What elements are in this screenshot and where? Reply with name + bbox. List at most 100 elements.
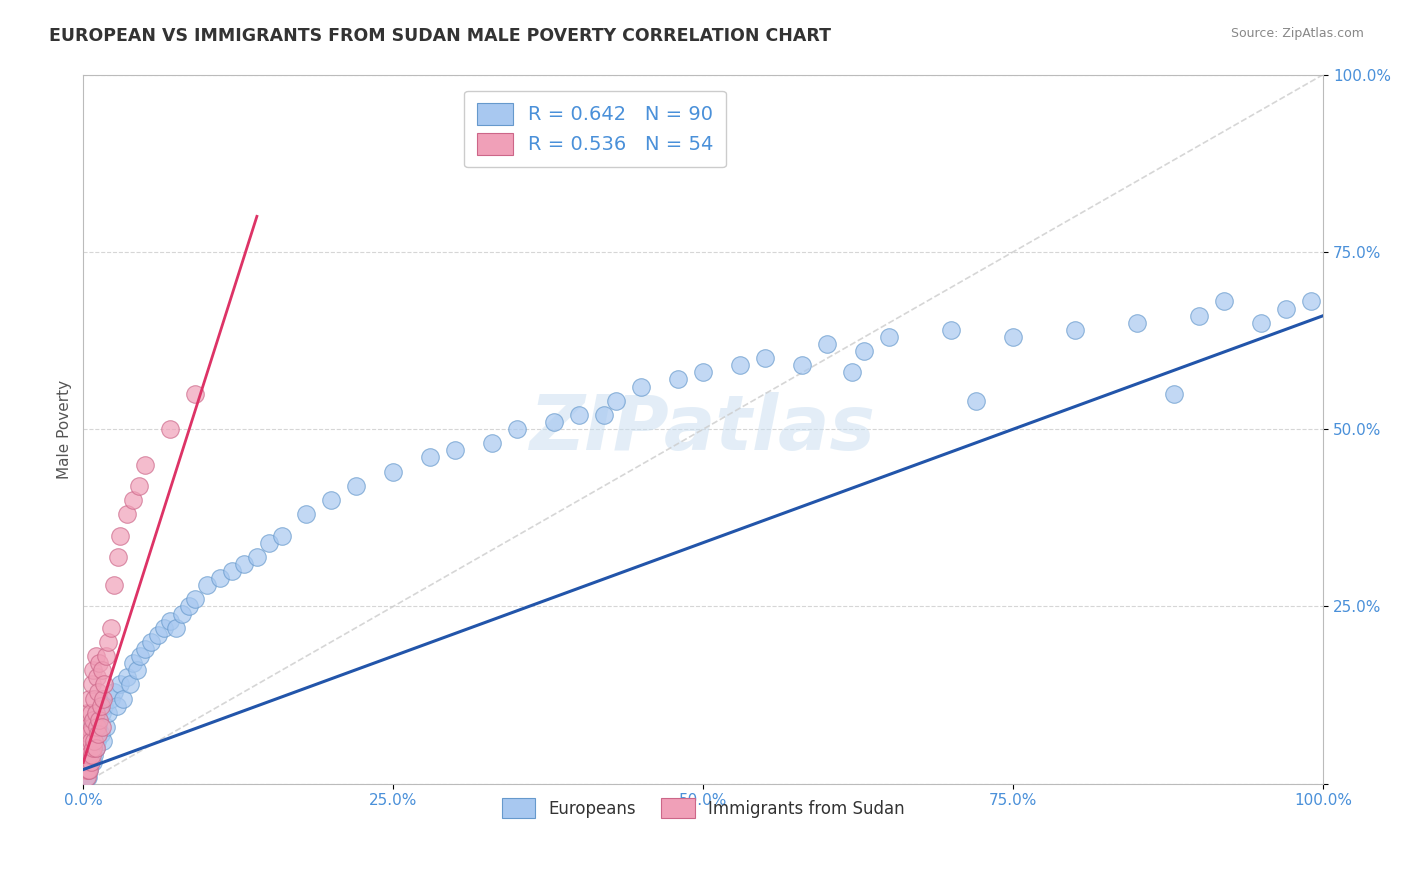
Point	[877, 330, 900, 344]
Point	[93, 698, 115, 713]
Point	[233, 557, 256, 571]
Point	[75, 770, 97, 784]
Point	[79, 691, 101, 706]
Text: ZIPatlas: ZIPatlas	[530, 392, 876, 467]
Point	[77, 720, 100, 734]
Point	[87, 720, 110, 734]
Point	[79, 763, 101, 777]
Point	[79, 727, 101, 741]
Point	[134, 642, 156, 657]
Point	[107, 549, 129, 564]
Point	[568, 408, 591, 422]
Point	[122, 493, 145, 508]
Point	[184, 592, 207, 607]
Point	[129, 649, 152, 664]
Point	[103, 684, 125, 698]
Point	[125, 663, 148, 677]
Point	[172, 607, 194, 621]
Point	[89, 713, 111, 727]
Point	[84, 741, 107, 756]
Point	[91, 691, 114, 706]
Point	[84, 706, 107, 720]
Point	[110, 528, 132, 542]
Point	[941, 323, 963, 337]
Point	[815, 337, 838, 351]
Point	[481, 436, 503, 450]
Point	[146, 628, 169, 642]
Point	[79, 748, 101, 763]
Point	[134, 458, 156, 472]
Text: Source: ZipAtlas.com: Source: ZipAtlas.com	[1230, 27, 1364, 40]
Point	[103, 578, 125, 592]
Point	[77, 763, 100, 777]
Point	[444, 443, 467, 458]
Point	[77, 741, 100, 756]
Point	[159, 614, 181, 628]
Point	[792, 359, 814, 373]
Point	[84, 706, 107, 720]
Point	[80, 720, 103, 734]
Point	[177, 599, 200, 614]
Point	[84, 741, 107, 756]
Point	[82, 756, 104, 770]
Point	[115, 507, 138, 521]
Point	[90, 706, 112, 720]
Point	[605, 393, 627, 408]
Point	[1002, 330, 1025, 344]
Point	[80, 748, 103, 763]
Point	[86, 670, 108, 684]
Point	[120, 677, 142, 691]
Point	[543, 415, 565, 429]
Point	[75, 756, 97, 770]
Point	[73, 741, 96, 756]
Point	[89, 656, 111, 670]
Point	[83, 713, 105, 727]
Point	[75, 727, 97, 741]
Point	[1064, 323, 1087, 337]
Point	[259, 535, 281, 549]
Point	[270, 528, 292, 542]
Point	[80, 720, 103, 734]
Point	[73, 763, 96, 777]
Point	[80, 706, 103, 720]
Point	[841, 365, 863, 379]
Point	[77, 770, 100, 784]
Point	[93, 677, 115, 691]
Point	[1250, 316, 1272, 330]
Point	[87, 727, 110, 741]
Point	[97, 635, 120, 649]
Point	[111, 691, 134, 706]
Point	[754, 351, 776, 366]
Legend: Europeans, Immigrants from Sudan: Europeans, Immigrants from Sudan	[495, 791, 911, 825]
Point	[82, 713, 104, 727]
Point	[668, 372, 690, 386]
Point	[321, 493, 343, 508]
Point	[73, 756, 96, 770]
Point	[195, 578, 218, 592]
Point	[94, 720, 117, 734]
Point	[75, 763, 97, 777]
Y-axis label: Male Poverty: Male Poverty	[58, 380, 72, 479]
Point	[153, 621, 176, 635]
Point	[630, 379, 652, 393]
Point	[76, 706, 98, 720]
Point	[730, 359, 752, 373]
Point	[80, 727, 103, 741]
Point	[83, 734, 105, 748]
Point	[128, 479, 150, 493]
Point	[76, 770, 98, 784]
Point	[853, 344, 876, 359]
Point	[83, 691, 105, 706]
Point	[80, 734, 103, 748]
Point	[1126, 316, 1149, 330]
Point	[90, 663, 112, 677]
Point	[79, 734, 101, 748]
Point	[165, 621, 187, 635]
Point	[1299, 294, 1322, 309]
Point	[506, 422, 529, 436]
Point	[91, 734, 114, 748]
Point	[76, 756, 98, 770]
Point	[1188, 309, 1211, 323]
Point	[382, 465, 405, 479]
Point	[80, 756, 103, 770]
